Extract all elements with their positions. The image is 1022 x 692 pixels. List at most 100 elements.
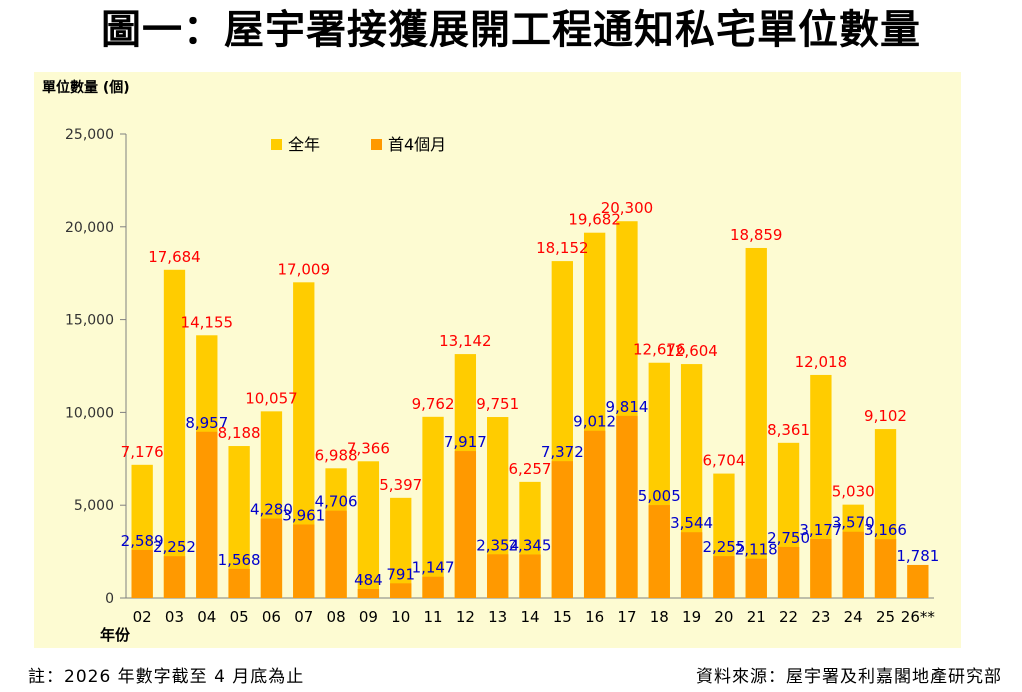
data-label-first-4-months: 484 (354, 571, 383, 589)
bar-first-4-months (810, 539, 832, 598)
data-label-full-year: 12,018 (795, 353, 848, 371)
data-label-full-year: 5,397 (379, 476, 422, 494)
data-label-first-4-months: 2,354 (476, 536, 519, 554)
data-label-first-4-months: 1,147 (412, 559, 455, 577)
data-label-first-4-months: 1,781 (896, 547, 939, 565)
legend-swatch-first-4-months (371, 139, 382, 150)
bar-first-4-months (487, 554, 509, 598)
x-tick-label: 17 (617, 608, 636, 626)
data-label-first-4-months: 4,706 (315, 493, 358, 511)
bar-full-year (390, 497, 412, 598)
bar-first-4-months (131, 549, 153, 598)
legend-swatch-full-year (271, 139, 282, 150)
legend-label-full-year: 全年 (288, 135, 320, 154)
data-label-first-4-months: 2,252 (153, 538, 196, 556)
bar-first-4-months (777, 546, 800, 598)
data-label-full-year: 7,366 (347, 439, 390, 457)
data-label-full-year: 17,009 (278, 260, 331, 278)
x-tick-label: 25 (876, 608, 895, 626)
x-tick-label: 08 (327, 608, 346, 626)
data-label-first-4-months: 2,255 (702, 538, 745, 556)
data-label-full-year: 6,988 (315, 446, 358, 464)
bar-full-year (487, 417, 509, 598)
bar-full-year (163, 269, 186, 598)
x-tick-label: 22 (779, 608, 798, 626)
bar-first-4-months (196, 431, 218, 598)
bar-chart: 單位數量 (個) 05,00010,00015,00020,00025,000 … (42, 79, 940, 644)
y-ticks: 0 5,000 10,000 15,000 20,000 25,000 (65, 127, 126, 607)
data-label-first-4-months: 2,750 (767, 529, 810, 547)
data-label-full-year: 5,030 (832, 483, 875, 501)
x-tick-label: 16 (585, 608, 604, 626)
y-tick-label: 10,000 (65, 405, 114, 421)
data-label-full-year: 10,057 (245, 389, 298, 407)
data-label-full-year: 12,676 (633, 341, 686, 359)
x-tick-label: 02 (133, 608, 152, 626)
bar-first-4-months (616, 415, 638, 598)
bar-first-4-months (680, 532, 703, 598)
bar-first-4-months (745, 558, 767, 598)
data-label-full-year: 6,257 (509, 460, 552, 478)
bar-first-4-months (293, 524, 315, 598)
data-label-first-4-months: 5,005 (638, 487, 681, 505)
x-tick-label: 06 (262, 608, 281, 626)
legend-label-first-4-months: 首4個月 (388, 135, 446, 154)
data-label-first-4-months: 2,589 (121, 532, 164, 550)
data-label-full-year: 9,751 (476, 395, 519, 413)
data-label-first-4-months: 3,961 (282, 506, 325, 524)
x-tick-label: 07 (294, 608, 313, 626)
data-label-full-year: 14,155 (181, 313, 234, 331)
x-tick-label: 15 (553, 608, 572, 626)
bar-first-4-months (551, 461, 573, 598)
data-label-first-4-months: 9,012 (573, 413, 616, 431)
data-label-first-4-months: 3,570 (832, 514, 875, 532)
footnote: 註：2026 年數字截至 4 月底為止 (28, 667, 305, 687)
data-label-first-4-months: 3,177 (799, 521, 842, 539)
y-tick-label: 5,000 (74, 498, 114, 514)
bar-full-year (745, 247, 767, 598)
y-tick-label: 0 (105, 591, 114, 607)
data-label-first-4-months: 7,372 (541, 443, 584, 461)
data-label-full-year: 17,684 (148, 248, 201, 266)
data-label-full-year: 19,682 (568, 211, 621, 229)
bar-full-year (422, 416, 444, 598)
x-tick-label: 14 (520, 608, 539, 626)
bar-full-year (293, 282, 315, 598)
x-tick-label: 23 (811, 608, 830, 626)
legend: 全年 首4個月 (271, 135, 446, 154)
bar-first-4-months (713, 556, 735, 598)
x-tick-label: 05 (230, 608, 249, 626)
x-tick-label: 19 (682, 608, 701, 626)
x-tick-label: 11 (423, 608, 442, 626)
data-label-full-year: 7,176 (121, 443, 164, 461)
data-label-full-year: 12,604 (665, 342, 718, 360)
bars (131, 221, 929, 598)
x-tick-label: 13 (488, 608, 507, 626)
data-label-full-year: 9,762 (412, 395, 455, 413)
x-tick-label: 24 (844, 608, 863, 626)
bar-first-4-months (228, 568, 250, 598)
data-label-full-year: 20,300 (601, 199, 654, 217)
data-label-full-year: 8,188 (218, 424, 261, 442)
data-label-first-4-months: 2,345 (509, 536, 552, 554)
x-tick-label: 20 (714, 608, 733, 626)
bar-first-4-months (842, 531, 864, 598)
bar-first-4-months (325, 510, 347, 598)
y-tick-label: 25,000 (65, 127, 114, 143)
page-title: 圖一：屋宇署接獲展開工程通知私宅單位數量 (101, 7, 921, 53)
bar-first-4-months (163, 556, 186, 598)
data-label-first-4-months: 8,957 (185, 414, 228, 432)
x-tick-label: 09 (359, 608, 378, 626)
bar-first-4-months (260, 518, 283, 598)
data-label-first-4-months: 2,118 (735, 541, 778, 559)
x-ticks: 02 03 04 05 06 07 08 09 10 11 12 13 14 15 16 17 18 19 20 21… (133, 608, 936, 626)
bar-first-4-months (390, 583, 412, 598)
data-label-first-4-months: 1,568 (218, 551, 261, 569)
bar-first-4-months (357, 589, 380, 598)
data-label-full-year: 18,152 (536, 239, 589, 257)
bar-first-4-months (874, 539, 897, 598)
bar-first-4-months (454, 451, 477, 598)
x-tick-label: 26** (901, 608, 936, 626)
x-tick-label: 18 (650, 608, 669, 626)
